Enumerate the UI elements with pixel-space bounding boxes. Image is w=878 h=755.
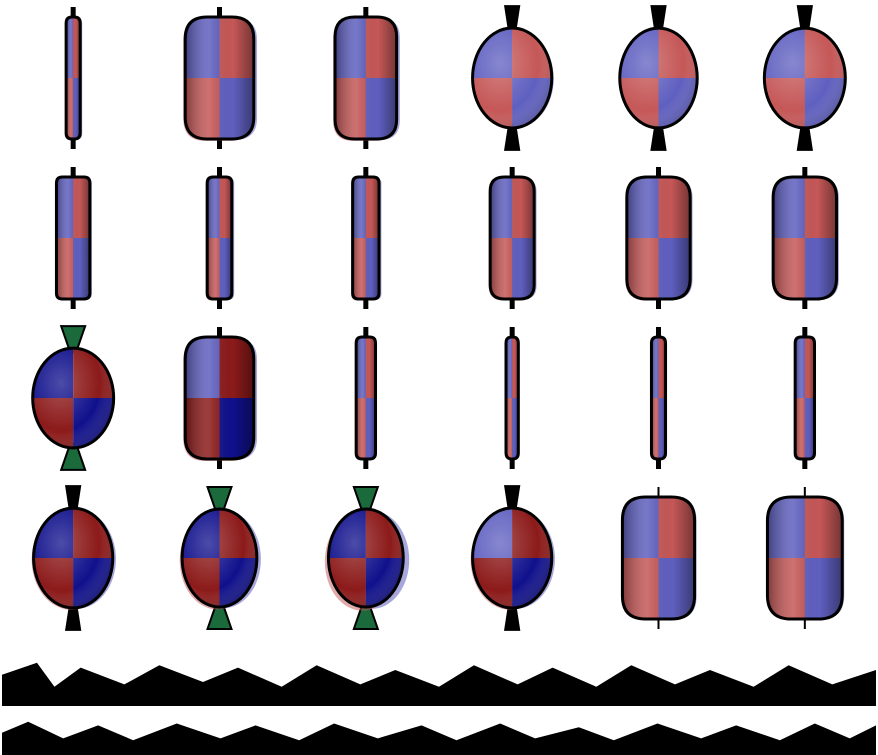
body-outline bbox=[31, 346, 116, 450]
shading bbox=[207, 177, 232, 299]
figure-cell-2-5 bbox=[625, 167, 693, 309]
figure-cell-1-5 bbox=[618, 5, 699, 151]
figure-cell-3-6 bbox=[793, 327, 817, 469]
body-quadrants bbox=[207, 177, 232, 299]
body-outline bbox=[183, 335, 256, 461]
shading bbox=[182, 508, 257, 608]
body-quadrants bbox=[795, 337, 815, 459]
caption-line-2-cropped bbox=[2, 721, 876, 755]
figure-cell-4-3 bbox=[324, 485, 410, 631]
body-quadrants bbox=[626, 177, 691, 299]
shading bbox=[356, 337, 376, 459]
figure-cell-4-5 bbox=[620, 487, 697, 629]
body-quadrants bbox=[185, 337, 254, 459]
body-outline bbox=[625, 175, 692, 301]
shading bbox=[626, 177, 691, 299]
body-quadrants bbox=[472, 508, 552, 608]
body-outline bbox=[488, 175, 536, 301]
shading bbox=[335, 17, 397, 139]
body-quadrants bbox=[767, 497, 843, 619]
body-outline bbox=[64, 15, 82, 141]
shading bbox=[472, 28, 552, 128]
body-quadrants bbox=[506, 337, 519, 459]
figure-cell-1-4 bbox=[471, 5, 554, 151]
shading bbox=[619, 28, 698, 128]
body-outline bbox=[793, 335, 817, 461]
body-outline bbox=[765, 495, 844, 621]
body-outline bbox=[351, 175, 381, 301]
body-quadrants bbox=[32, 348, 114, 448]
shading bbox=[764, 28, 846, 128]
shading bbox=[185, 17, 254, 139]
body-quadrants bbox=[185, 17, 254, 139]
body-outline bbox=[762, 26, 847, 130]
figure-cell-3-3 bbox=[354, 327, 378, 469]
body-outline bbox=[333, 15, 399, 141]
body-outline bbox=[54, 175, 92, 301]
shading bbox=[32, 348, 114, 448]
shape-grid-figure bbox=[31, 5, 847, 631]
figure-cell-4-1 bbox=[31, 485, 116, 631]
figure-cell-4-2 bbox=[179, 485, 261, 631]
shading bbox=[352, 177, 380, 299]
figure-cell-2-1 bbox=[54, 167, 92, 309]
shading bbox=[795, 337, 815, 459]
figure-cell-4-4 bbox=[470, 485, 555, 631]
shading bbox=[622, 497, 695, 619]
shading bbox=[185, 337, 254, 459]
figure-cell-3-4 bbox=[504, 327, 520, 469]
body-outline bbox=[471, 26, 554, 130]
body-quadrants bbox=[335, 17, 397, 139]
figure-cell-2-2 bbox=[205, 167, 235, 309]
body-quadrants bbox=[56, 177, 90, 299]
figure-cell-2-4 bbox=[488, 167, 537, 309]
shading bbox=[651, 337, 666, 459]
figure-cell-4-6 bbox=[765, 487, 845, 629]
figure-cell-1-1 bbox=[64, 7, 83, 149]
body-outline bbox=[649, 335, 668, 461]
shading bbox=[56, 177, 90, 299]
body-outline bbox=[618, 26, 699, 130]
body-quadrants bbox=[66, 17, 81, 139]
body-quadrants bbox=[352, 177, 380, 299]
body-outline bbox=[504, 335, 520, 461]
caption-cropped bbox=[0, 640, 878, 755]
shading bbox=[472, 508, 552, 608]
figure-cells bbox=[31, 5, 847, 631]
caption-line-1-cropped bbox=[2, 662, 876, 706]
body-outline bbox=[183, 15, 256, 141]
figure-cell-2-3 bbox=[351, 167, 382, 309]
figure-cell-3-2 bbox=[183, 327, 258, 469]
shading bbox=[490, 177, 535, 299]
shading bbox=[328, 508, 404, 608]
body-outline bbox=[32, 506, 115, 610]
body-quadrants bbox=[773, 177, 837, 299]
figure-cell-1-2 bbox=[183, 7, 258, 149]
body-quadrants bbox=[651, 337, 666, 459]
body-quadrants bbox=[356, 337, 376, 459]
figure-cell-3-5 bbox=[649, 327, 668, 469]
shading bbox=[773, 177, 837, 299]
shading bbox=[767, 497, 843, 619]
figure-cell-1-6 bbox=[762, 5, 847, 151]
body-quadrants bbox=[490, 177, 535, 299]
figure-cell-1-3 bbox=[333, 7, 400, 149]
shading bbox=[506, 337, 519, 459]
shading bbox=[66, 17, 81, 139]
body-outline bbox=[326, 507, 405, 609]
body-outline bbox=[471, 506, 554, 610]
body-outline bbox=[180, 507, 259, 609]
body-outline bbox=[620, 495, 697, 621]
body-outline bbox=[354, 335, 378, 461]
shading bbox=[33, 508, 113, 608]
body-outline bbox=[205, 175, 234, 301]
body-outline bbox=[771, 175, 839, 301]
figure-cell-2-6 bbox=[771, 167, 839, 309]
figure-cell-3-1 bbox=[31, 325, 116, 471]
body-quadrants bbox=[622, 497, 695, 619]
